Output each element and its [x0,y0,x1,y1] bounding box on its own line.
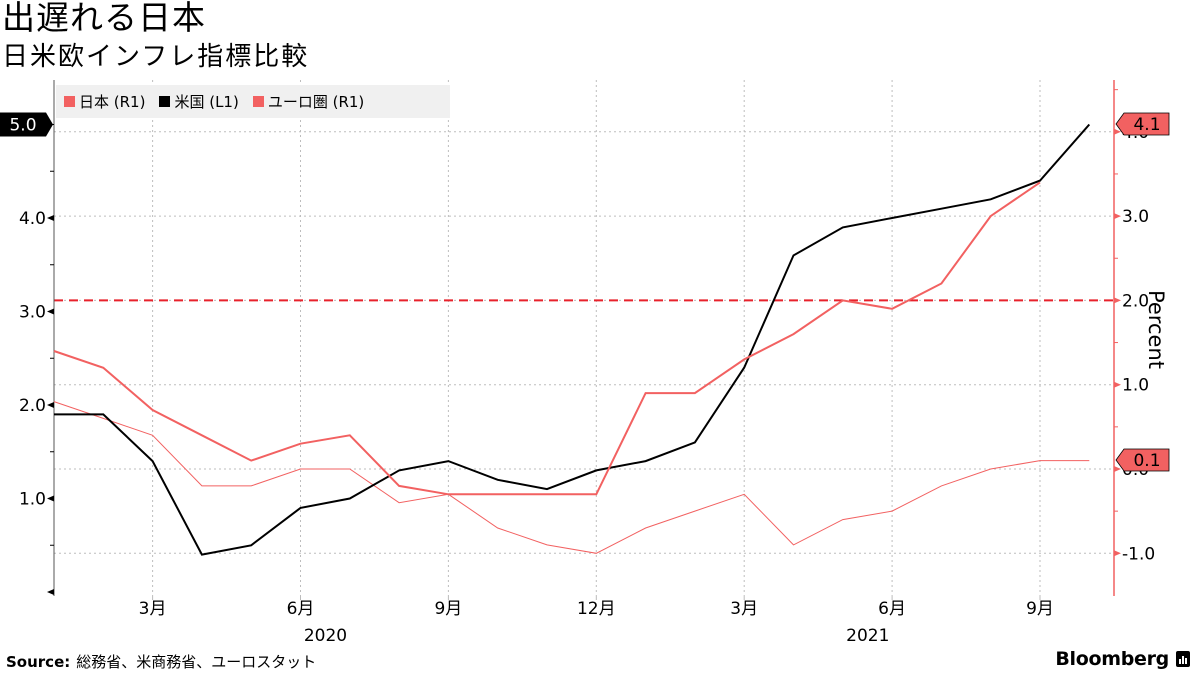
legend-swatch-euro [252,96,264,107]
legend-swatch-us [159,96,171,107]
right-tick-marker [1114,213,1121,220]
source-text: 総務省、米商務省、ユーロスタット [76,653,317,671]
x-tick-label: 9月 [434,599,462,619]
series-line-us [54,123,1091,556]
legend: 日本 (R1) 米国 (L1) ユーロ圏 (R1) [56,85,450,118]
legend-label-us: 米国 (L1) [174,93,239,111]
x-year-label: 2020 [304,626,347,646]
x-year-label: 2021 [846,626,889,646]
right-tick-marker [1114,550,1121,557]
series-line-euro [53,181,1041,496]
us-last-value-tag [0,112,53,137]
us-last-value-label: 5.0 [9,116,36,136]
right-last-value-tag [1115,112,1170,136]
right-last-value-label: 0.1 [1133,451,1160,471]
left-tick-marker [47,402,54,408]
x-tick-label: 6月 [287,599,315,619]
left-tick-marker [47,589,54,595]
right-tick-label: -1.0 [1122,544,1155,564]
right-tick-marker [1114,297,1121,304]
legend-item-euro: ユーロ圏 (R1) [252,91,365,112]
right-last-value-label: 4.1 [1133,115,1160,135]
axis-labels: 1.02.03.04.05.0-1.00.01.02.03.04.03月6月9月… [0,112,1170,646]
axes [47,80,1121,600]
left-tick-label: 4.0 [19,209,46,229]
right-tick-label: 1.0 [1122,376,1149,396]
right-tick-label: 2.0 [1122,291,1149,311]
gridlines [54,80,1114,596]
source-note: Source: 総務省、米商務省、ユーロスタット [6,651,316,672]
legend-swatch-japan [64,96,75,107]
chart-title: 出遅れる日本 [2,0,206,37]
right-tick-marker [1114,381,1121,388]
source-label: Source: [6,653,71,671]
left-tick-label: 1.0 [19,490,46,510]
x-tick-label: 6月 [878,599,906,619]
legend-label-euro: ユーロ圏 (R1) [267,93,365,111]
right-tick-marker [1114,466,1121,472]
brand-name: Bloomberg [1055,648,1169,670]
legend-item-japan: 日本 (R1) [64,91,145,112]
chart-subtitle: 日米欧インフレ指標比較 [2,42,310,72]
left-tick-marker [47,308,54,315]
left-tick-marker [47,495,54,502]
x-tick-label: 3月 [730,599,758,619]
x-tick-label: 9月 [1026,599,1054,619]
legend-label-japan: 日本 (R1) [79,93,146,111]
series-line-japan [53,401,1090,554]
legend-item-us: 米国 (L1) [159,91,239,112]
right-tick-marker [1114,128,1121,135]
x-tick-label: 12月 [577,599,616,619]
right-tick-label: 3.0 [1122,207,1149,227]
x-tick-label: 3月 [139,599,167,619]
right-last-value-tag [1115,448,1170,472]
left-tick-label: 3.0 [19,303,46,323]
right-axis-label: Percent [1144,290,1168,370]
series-lines [53,123,1091,556]
bloomberg-chart-icon [1176,651,1190,667]
left-tick-label: 2.0 [19,396,46,416]
left-tick-marker [47,215,54,221]
bloomberg-logo: Bloomberg [1055,648,1190,670]
